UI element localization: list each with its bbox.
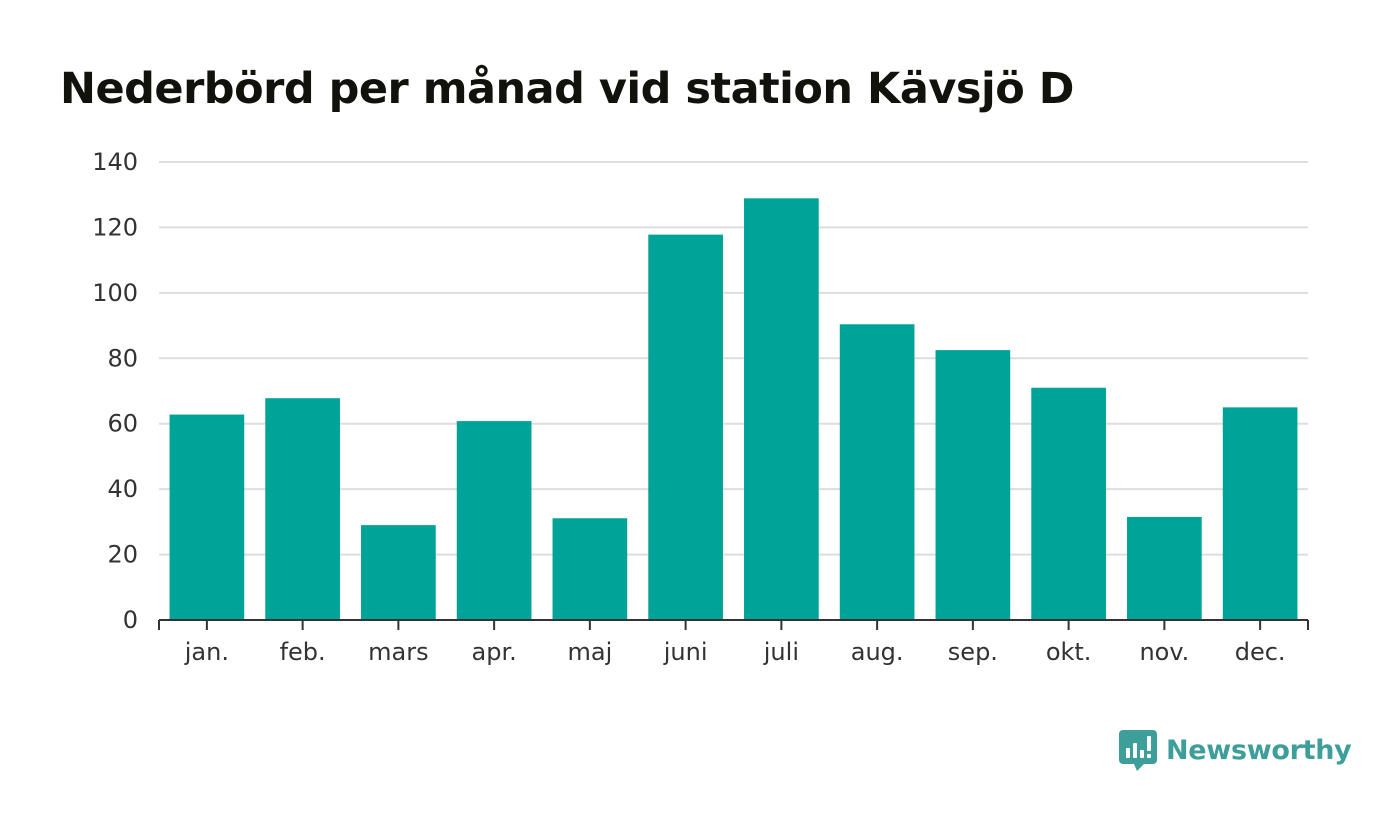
y-tick-label: 40 (107, 475, 138, 503)
newsworthy-logo: Newsworthy (1118, 728, 1352, 772)
x-tick-label: sep. (948, 638, 998, 666)
x-tick-label: okt. (1046, 638, 1092, 666)
bar-5 (552, 518, 628, 620)
x-tick-label: juli (763, 638, 799, 666)
y-tick-label: 100 (92, 279, 138, 307)
x-tick-label: dec. (1235, 638, 1286, 666)
y-tick-label: 0 (123, 606, 138, 634)
y-tick-label: 120 (92, 213, 138, 241)
x-tick-label: apr. (472, 638, 517, 666)
y-tick-label: 20 (107, 541, 138, 569)
gridlines (159, 161, 1308, 556)
y-axis-labels: 0 20 40 60 80 100 120 140 (92, 148, 138, 634)
x-tick-label: aug. (851, 638, 904, 666)
bar-3 (361, 525, 436, 620)
x-tick-label: maj (567, 638, 612, 666)
x-tick-label: mars (368, 638, 428, 666)
x-tick-label: jan. (184, 638, 229, 666)
bar-9 (935, 350, 1011, 620)
brand-name: Newsworthy (1166, 734, 1352, 766)
bar-11 (1127, 516, 1202, 620)
bar-7 (744, 198, 819, 620)
bars (169, 198, 1298, 620)
bar-4 (456, 421, 532, 620)
x-tick-label: feb. (280, 638, 326, 666)
bar-1 (169, 414, 245, 620)
chart-title: Nederbörd per månad vid station Kävsjö D (60, 64, 1074, 114)
bar-2 (265, 398, 340, 620)
bar-6 (648, 234, 723, 620)
y-tick-label: 140 (92, 148, 138, 176)
newsworthy-logo-icon (1119, 730, 1157, 771)
y-tick-label: 60 (107, 410, 138, 438)
x-tick-label: nov. (1139, 638, 1189, 666)
bar-chart: 0 20 40 60 80 100 120 140 jan. feb. mars apr. maj ju… (92, 148, 1309, 666)
bar-10 (1031, 387, 1106, 620)
y-tick-label: 80 (107, 344, 138, 372)
bar-12 (1222, 407, 1298, 620)
x-tick-label: juni (663, 638, 708, 666)
x-axis: jan. feb. mars apr. maj juni juli aug. sep. okt. n… (158, 619, 1309, 666)
bar-8 (839, 324, 915, 620)
